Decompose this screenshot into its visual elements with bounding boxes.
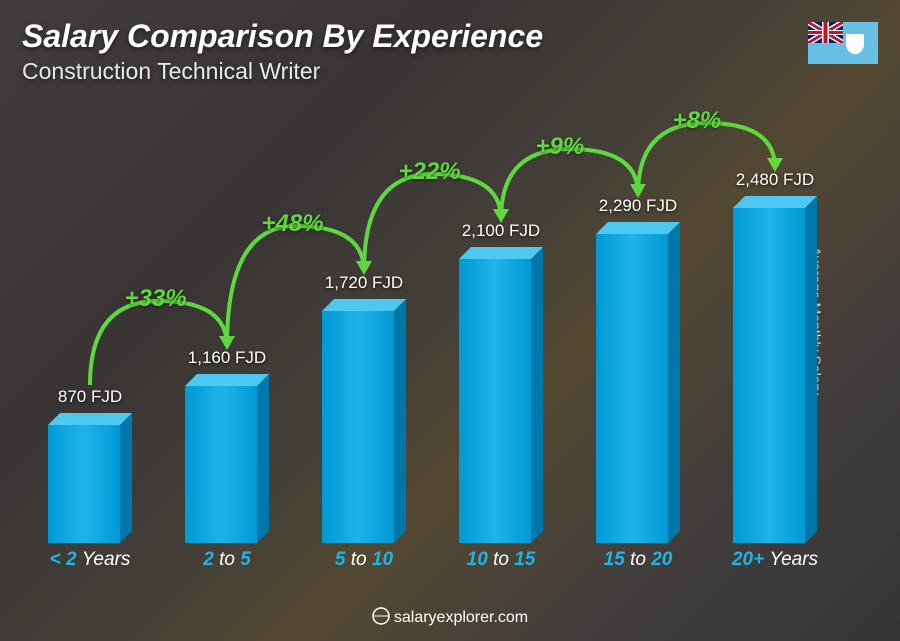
bar-value-label: 870 FJD xyxy=(30,387,150,407)
bar-value-label: 2,100 FJD xyxy=(441,221,561,241)
bar-top xyxy=(459,247,543,259)
bar-front xyxy=(48,425,120,543)
chart-area: 870 FJD < 2 Years 1,160 FJD 2 to 5 1,720 FJD… xyxy=(30,120,850,571)
bar-x-label: 20+ Years xyxy=(715,549,835,571)
growth-percent-label: +22% xyxy=(399,158,461,186)
footer-text: salaryexplorer.com xyxy=(394,609,528,626)
growth-percent-label: +9% xyxy=(536,133,585,161)
bar-side xyxy=(668,222,680,543)
bar-value-label: 1,720 FJD xyxy=(304,273,424,293)
bar-front xyxy=(322,311,394,543)
bar-value-label: 2,290 FJD xyxy=(578,196,698,216)
bar xyxy=(48,425,132,543)
bar-value-label: 2,480 FJD xyxy=(715,170,835,190)
bar-x-label: < 2 Years xyxy=(30,549,150,571)
bar-side xyxy=(257,374,269,543)
flag-union-jack xyxy=(808,22,843,43)
bar-front xyxy=(185,386,257,543)
bar-side xyxy=(120,413,132,543)
bar-top xyxy=(48,413,132,425)
bar-side xyxy=(805,196,817,543)
flag-shield xyxy=(846,34,864,54)
bar-side xyxy=(394,299,406,543)
bar-top xyxy=(596,222,680,234)
chart-title: Salary Comparison By Experience xyxy=(22,18,543,55)
bar-x-label: 15 to 20 xyxy=(578,549,698,571)
bar-top xyxy=(322,299,406,311)
logo-icon xyxy=(372,607,390,625)
bar-x-label: 5 to 10 xyxy=(304,549,424,571)
bar xyxy=(596,234,680,543)
bar-front xyxy=(733,208,805,543)
bar-side xyxy=(531,247,543,543)
bar-front xyxy=(459,259,531,543)
country-flag-fiji xyxy=(808,22,878,64)
growth-percent-label: +33% xyxy=(125,285,187,313)
bar-front xyxy=(596,234,668,543)
bar xyxy=(185,386,269,543)
growth-percent-label: +48% xyxy=(262,210,324,238)
bar-top xyxy=(733,196,817,208)
bar-top xyxy=(185,374,269,386)
chart-subtitle: Construction Technical Writer xyxy=(22,58,320,85)
growth-percent-label: +8% xyxy=(673,107,722,135)
bar xyxy=(459,259,543,543)
chart-container: Salary Comparison By Experience Construc… xyxy=(0,0,900,641)
bar-x-label: 2 to 5 xyxy=(167,549,287,571)
bar-x-label: 10 to 15 xyxy=(441,549,561,571)
bar-value-label: 1,160 FJD xyxy=(167,348,287,368)
footer: salaryexplorer.com xyxy=(0,607,900,627)
bar xyxy=(733,208,817,543)
bar xyxy=(322,311,406,543)
